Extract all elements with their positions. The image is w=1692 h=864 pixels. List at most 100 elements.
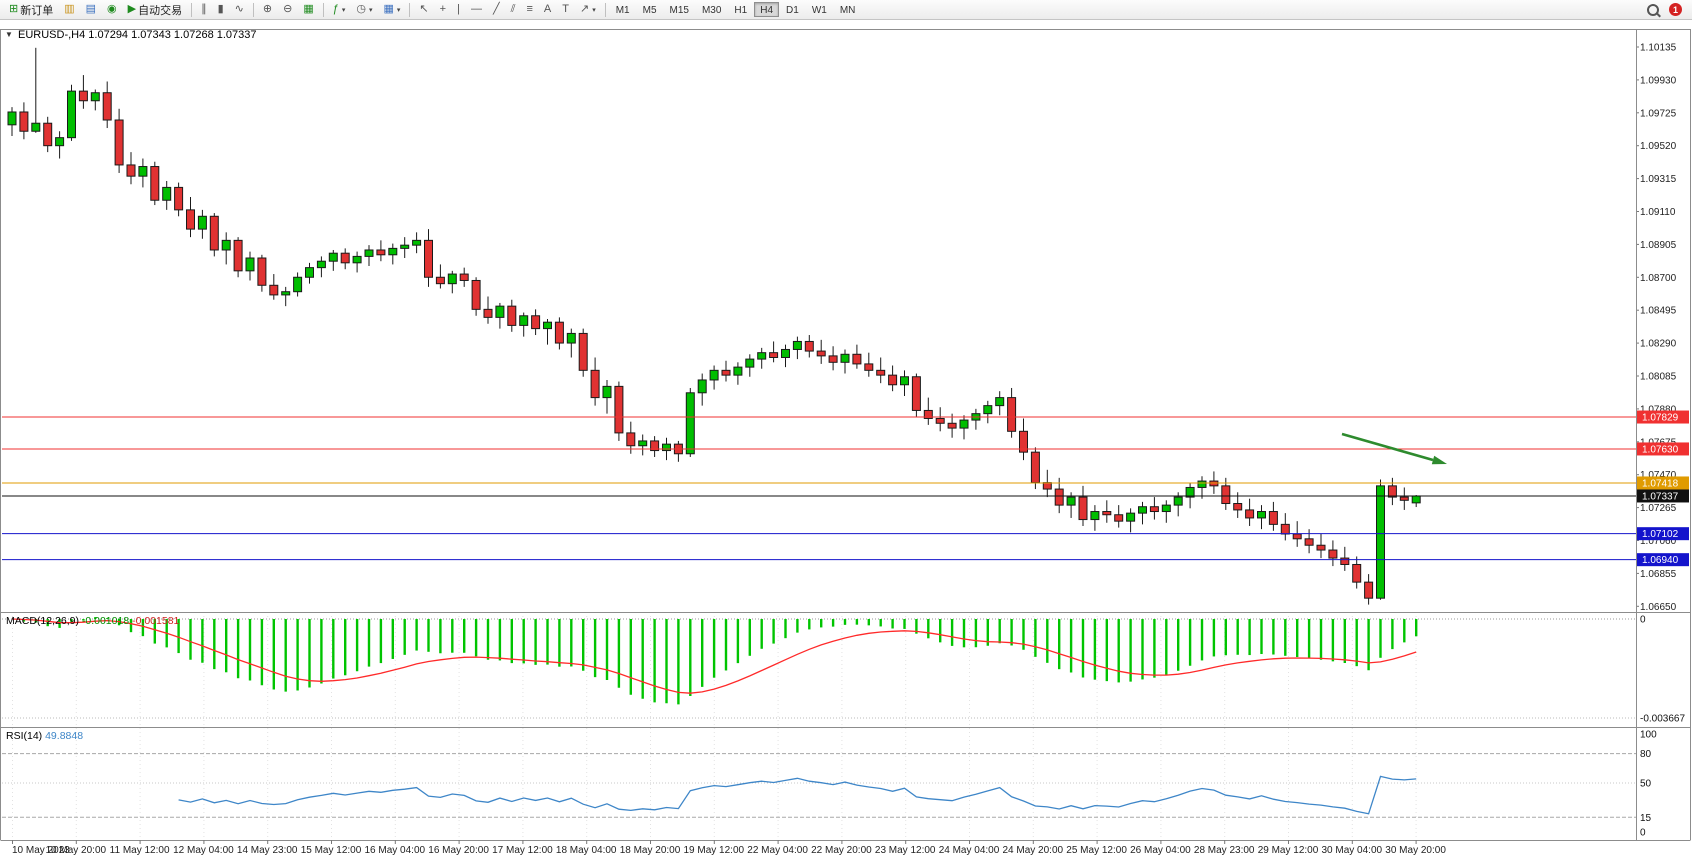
bar-chart-icon: ∥ [201,3,207,15]
indicators-icon: ƒ [332,3,339,15]
timeframe-mn-button[interactable]: MN [834,2,862,17]
text-label-button[interactable]: T [557,0,574,19]
text-icon: A [543,3,552,15]
autotrading-play-icon: ▶ [127,3,137,15]
indicators-button[interactable]: ƒ ▾ [328,0,351,19]
svg-text:14 May 23:00: 14 May 23:00 [237,845,298,856]
text-button[interactable]: A [539,0,556,19]
timeframe-h1-button[interactable]: H1 [728,2,753,17]
timeframe-w1-button[interactable]: W1 [806,2,833,17]
periods-button[interactable]: ◷ ▾ [351,0,377,19]
svg-text:1.07337: 1.07337 [1642,491,1679,502]
svg-text:100: 100 [1640,730,1657,741]
svg-text:18 May 20:00: 18 May 20:00 [620,845,681,856]
svg-text:17 May 12:00: 17 May 12:00 [492,845,553,856]
svg-text:24 May 04:00: 24 May 04:00 [939,845,1000,856]
toolbar-separator [252,2,254,17]
template-icon: ▦ [383,3,394,15]
timeframe-m30-button[interactable]: M30 [696,2,727,17]
line-chart-button[interactable]: ∿ [230,0,249,19]
timeframe-m1-button[interactable]: M1 [610,2,636,17]
candlestick-chart-button[interactable]: ▮ [213,0,229,19]
price-line-label[interactable]: 1.07829 [1637,410,1689,424]
svg-text:30 May 04:00: 30 May 04:00 [1321,845,1382,856]
svg-text:1.08085: 1.08085 [1640,372,1677,383]
svg-text:22 May 20:00: 22 May 20:00 [811,845,872,856]
new-order-button[interactable]: ⊞ 新订单 [4,0,58,19]
trend-arrow-annotation[interactable] [1341,432,1447,465]
cursor-button[interactable]: ↖ [414,0,433,19]
svg-text:25 May 12:00: 25 May 12:00 [1066,845,1127,856]
price-line-label[interactable]: 1.07337 [1637,489,1689,503]
search-button[interactable] [1642,0,1664,19]
timeframe-m5-button[interactable]: M5 [637,2,663,17]
tile-windows-icon: ▦ [303,3,314,15]
svg-text:26 May 04:00: 26 May 04:00 [1130,845,1191,856]
rsi-header: RSI(14) 49.8848 [6,730,83,742]
navigator-icon: ◉ [107,3,117,15]
fibonacci-button[interactable]: ≡ [521,0,537,19]
svg-text:22 May 04:00: 22 May 04:00 [747,845,808,856]
new-order-icon: ⊞ [9,3,19,15]
svg-text:1.07829: 1.07829 [1642,413,1679,424]
market-watch-button[interactable]: ▥ [59,0,79,19]
svg-text:19 May 12:00: 19 May 12:00 [683,845,744,856]
templates-button[interactable]: ▦ ▾ [379,0,406,19]
trendline-icon: ╱ [492,3,500,15]
arrow-objects-button[interactable]: ↗ ▾ [575,0,601,19]
vertical-line-button[interactable]: | [452,0,465,19]
rsi-indicator-layer [2,753,1636,818]
pane-frame [0,29,1691,841]
notification-badge[interactable]: 1 [1669,3,1682,16]
svg-text:1.09520: 1.09520 [1640,141,1677,152]
bar-chart-button[interactable]: ∥ [196,0,212,19]
svg-text:29 May 12:00: 29 May 12:00 [1258,845,1319,856]
arrow-object-icon: ↗ [579,3,590,15]
channel-button[interactable]: ⫽ [506,0,521,19]
svg-text:23 May 12:00: 23 May 12:00 [875,845,936,856]
svg-text:30 May 20:00: 30 May 20:00 [1385,845,1446,856]
zoom-in-icon: ⊕ [262,3,273,15]
svg-text:0: 0 [1640,615,1646,626]
navigator-button[interactable]: ◉ [102,0,122,19]
price-line-label[interactable]: 1.07418 [1637,476,1689,490]
trendline-button[interactable]: ╱ [488,0,505,19]
toolbar-separator [322,2,324,17]
crosshair-button[interactable]: + [435,0,451,19]
svg-text:24 May 20:00: 24 May 20:00 [1002,845,1063,856]
autotrading-button[interactable]: ▶ 自动交易 [123,0,187,19]
zoom-out-button[interactable]: ⊖ [278,0,297,19]
market-watch-icon: ▥ [64,3,75,15]
timeframe-d1-button[interactable]: D1 [780,2,805,17]
price-line-label[interactable]: 1.07102 [1637,527,1689,541]
channel-icon: ⫽ [510,3,516,15]
svg-text:1.07418: 1.07418 [1642,478,1679,489]
new-order-label: 新订单 [20,4,54,17]
dropdown-caret-icon: ▾ [592,6,596,14]
toolbar-separator [409,2,411,17]
svg-text:1.08905: 1.08905 [1640,240,1677,251]
svg-text:1.07265: 1.07265 [1640,503,1677,514]
timeframe-m15-button[interactable]: M15 [664,2,695,17]
tile-windows-button[interactable]: ▦ [298,0,318,19]
data-window-icon: ▤ [85,3,97,15]
timeframe-group: M1 M5 M15 M30 H1 H4 D1 W1 MN [610,2,862,17]
svg-text:15 May 12:00: 15 May 12:00 [301,845,362,856]
svg-text:1.07060: 1.07060 [1640,536,1677,547]
svg-text:0: 0 [1640,828,1646,839]
zoom-in-button[interactable]: ⊕ [258,0,277,19]
macd-axis[interactable]: 0 -0.003667 [1640,615,1685,725]
svg-text:28 May 23:00: 28 May 23:00 [1194,845,1255,856]
timeframe-h4-button[interactable]: H4 [754,2,780,17]
price-chart-svg[interactable]: 1.10135 1.09930 1.09725 1.09520 1.09315 1.091… [0,20,1692,861]
chart-window: 1.10135 1.09930 1.09725 1.09520 1.09315 1.091… [0,20,1692,861]
price-line-label[interactable]: 1.06940 [1637,553,1689,567]
svg-text:12 May 04:00: 12 May 04:00 [173,845,234,856]
svg-text:1.09315: 1.09315 [1640,174,1677,185]
horizontal-line-button[interactable]: ― [466,0,487,19]
price-line-label[interactable]: 1.07630 [1637,442,1689,456]
svg-text:1.07630: 1.07630 [1642,444,1679,455]
rsi-axis[interactable]: 100 80 50 15 0 [1640,730,1657,839]
data-window-button[interactable]: ▤ [81,0,101,19]
